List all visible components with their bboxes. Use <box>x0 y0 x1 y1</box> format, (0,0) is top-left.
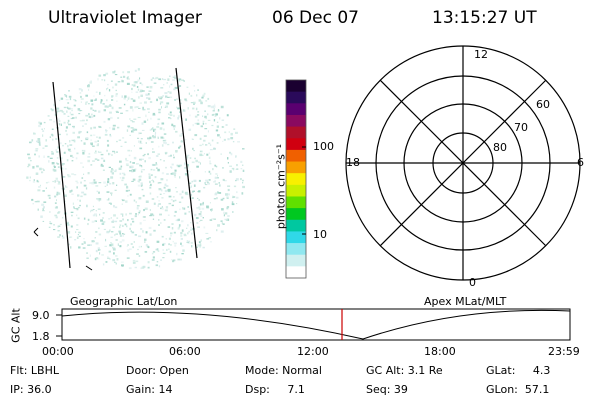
color-bar-segment <box>286 243 306 256</box>
x-tick-label-1800: 18:00 <box>424 345 456 358</box>
mlt-label-0: 0 <box>469 276 476 289</box>
timeline-axis-label: GC Alt <box>9 308 23 343</box>
color-bar-segment <box>286 266 306 279</box>
date-label: 06 Dec 07 <box>272 8 359 28</box>
mlt-label-12: 12 <box>474 48 488 61</box>
color-bar-segment <box>286 208 306 221</box>
status-glat: GLat: 4.3 <box>486 364 551 377</box>
color-bar-segment <box>286 126 306 139</box>
terminator-curve-right <box>175 67 198 259</box>
color-bar-frame <box>285 79 307 279</box>
color-bar-label: photon cm⁻²s⁻¹ <box>274 143 288 230</box>
status-seq: Seq: 39 <box>366 383 408 396</box>
color-bar-segment <box>286 161 306 174</box>
lat-label-60: 60 <box>536 98 550 111</box>
color-bar-segment <box>286 184 306 198</box>
altitude-curve <box>61 309 571 340</box>
status-ip: IP: 36.0 <box>10 383 52 396</box>
timeline-left-title: Geographic Lat/Lon <box>70 295 178 308</box>
color-bar-segment <box>286 219 306 233</box>
x-tick-label-2359: 23:59 <box>548 345 580 358</box>
lat-label-70: 70 <box>514 121 528 134</box>
timeline-right-title: Apex MLat/MLT <box>424 295 507 308</box>
color-bar-segment <box>286 149 306 163</box>
mlt-label-6: 6 <box>577 156 584 169</box>
color-bar-segment <box>286 231 306 244</box>
status-gain: Gain: 14 <box>126 383 173 396</box>
y-tick-label-1.8: 1.8 <box>32 330 50 343</box>
uv-image-disc <box>26 68 245 270</box>
color-bar-segment <box>286 80 306 93</box>
small-tick-mark <box>85 265 93 271</box>
polar-grid <box>345 45 581 281</box>
x-tick-label-0000: 00:00 <box>42 345 74 358</box>
status-dsp: Dsp: 7.1 <box>245 383 305 396</box>
y-tick-label-9: 9.0 <box>32 309 50 322</box>
color-bar <box>286 80 306 279</box>
status-flt: Flt: LBHL <box>10 364 59 377</box>
color-bar-segment <box>286 114 306 128</box>
color-bar-label-10: 10 <box>313 228 327 241</box>
color-bar-segment <box>286 173 306 186</box>
color-bar-segment <box>286 254 306 267</box>
mlt-label-18: 18 <box>346 156 360 169</box>
status-gcalt: GC Alt: 3.1 Re <box>366 364 443 377</box>
lat-label-80: 80 <box>493 141 507 154</box>
color-bar-label-100: 100 <box>313 140 334 153</box>
color-bar-segment <box>286 91 306 104</box>
x-tick-label-1200: 12:00 <box>297 345 329 358</box>
status-glon: GLon: 57.1 <box>486 383 550 396</box>
small-arrow-mark <box>33 227 39 237</box>
color-bar-segment <box>286 138 306 151</box>
color-bar-segment <box>286 196 306 209</box>
color-bar-segment <box>286 103 306 116</box>
time-label: 13:15:27 UT <box>432 8 537 28</box>
x-tick-label-0600: 06:00 <box>169 345 201 358</box>
timeline-frame <box>61 308 571 341</box>
terminator-curve-left <box>52 81 71 269</box>
instrument-title: Ultraviolet Imager <box>48 8 202 28</box>
status-door: Door: Open <box>126 364 189 377</box>
status-mode: Mode: Normal <box>245 364 322 377</box>
